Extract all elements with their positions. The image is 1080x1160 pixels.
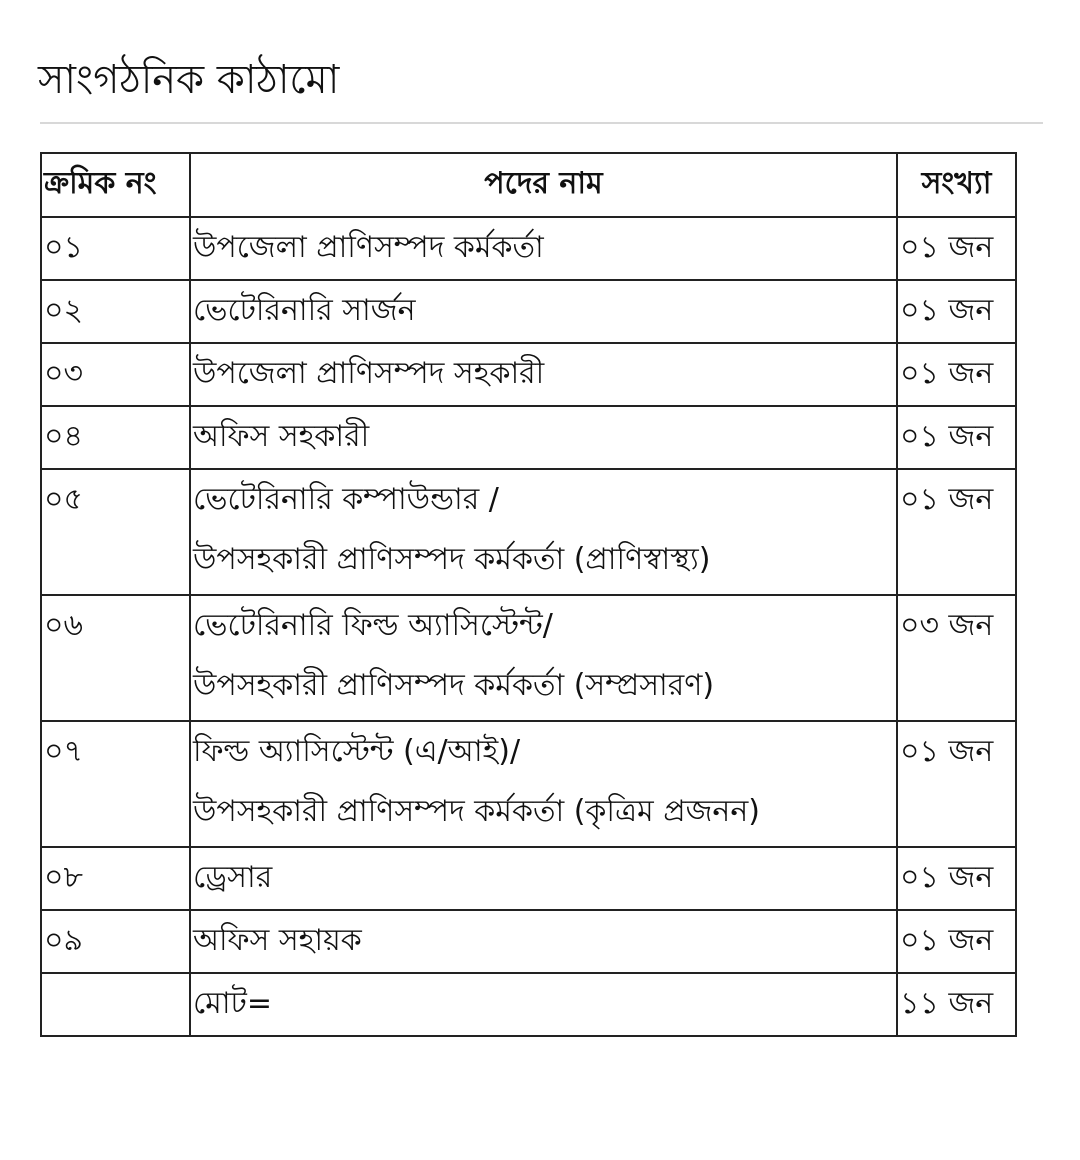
serial-cell: ০১ bbox=[40, 216, 191, 281]
serial-cell: ০৯ bbox=[40, 909, 191, 974]
table-row: ০৮ ড্রেসার ০১ জন bbox=[40, 846, 1017, 911]
post-name-line: উপসহকারী প্রাণিসম্পদ কর্মকর্তা (প্রাণিস্… bbox=[193, 542, 711, 577]
post-name-line: ভেটেরিনারি সার্জন bbox=[193, 293, 416, 328]
serial-cell: ০৮ bbox=[40, 846, 191, 911]
serial-cell: ০৪ bbox=[40, 405, 191, 470]
count-cell: ০১ জন bbox=[896, 720, 1017, 848]
post-name-line: ভেটেরিনারি ফিল্ড অ্যাসিস্টেন্ট/ bbox=[193, 608, 553, 643]
post-name-cell: অফিস সহায়ক bbox=[189, 909, 898, 974]
table-row: ০৯ অফিস সহায়ক ০১ জন bbox=[40, 909, 1017, 974]
post-name-line: ফিল্ড অ্যাসিস্টেন্ট (এ/আই)/ bbox=[193, 734, 521, 769]
organization-structure-table: ক্রমিক নং পদের নাম সংখ্যা ০১ উপজেলা প্রা… bbox=[40, 152, 1017, 1037]
post-name-cell: অফিস সহকারী bbox=[189, 405, 898, 470]
serial-cell: ০৬ bbox=[40, 594, 191, 722]
table-row: ০৫ ভেটেরিনারি কম্পাউন্ডার / উপসহকারী প্রা… bbox=[40, 468, 1017, 596]
total-label: মোট= bbox=[189, 972, 898, 1037]
table-row: ০৪ অফিস সহকারী ০১ জন bbox=[40, 405, 1017, 470]
post-name-cell: উপজেলা প্রাণিসম্পদ কর্মকর্তা bbox=[189, 216, 898, 281]
post-name-line: ড্রেসার bbox=[193, 860, 273, 895]
post-name-cell: ভেটেরিনারি সার্জন bbox=[189, 279, 898, 344]
page-title: সাংগঠনিক কাঠামো bbox=[38, 57, 340, 103]
post-name-line: ভেটেরিনারি কম্পাউন্ডার / bbox=[193, 482, 499, 517]
post-name-line: অফিস সহায়ক bbox=[193, 923, 362, 958]
table-header-row: ক্রমিক নং পদের নাম সংখ্যা bbox=[40, 152, 1017, 218]
table-row: ০২ ভেটেরিনারি সার্জন ০১ জন bbox=[40, 279, 1017, 344]
header-count: সংখ্যা bbox=[896, 152, 1017, 218]
count-cell: ০১ জন bbox=[896, 846, 1017, 911]
count-cell: ০১ জন bbox=[896, 909, 1017, 974]
count-cell: ০১ জন bbox=[896, 216, 1017, 281]
count-cell: ০১ জন bbox=[896, 405, 1017, 470]
table-row: ০৬ ভেটেরিনারি ফিল্ড অ্যাসিস্টেন্ট/উপসহকা… bbox=[40, 594, 1017, 722]
total-row: মোট= ১১ জন bbox=[40, 972, 1017, 1037]
post-name-line: উপসহকারী প্রাণিসম্পদ কর্মকর্তা (সম্প্রসা… bbox=[193, 668, 715, 703]
post-name-cell: ফিল্ড অ্যাসিস্টেন্ট (এ/আই)/ উপসহকারী প্রা… bbox=[189, 720, 898, 848]
post-name-line: উপজেলা প্রাণিসম্পদ সহকারী bbox=[193, 356, 545, 391]
count-cell: ০১ জন bbox=[896, 279, 1017, 344]
header-post-name: পদের নাম bbox=[189, 152, 898, 218]
serial-cell: ০৫ bbox=[40, 468, 191, 596]
post-name-line: উপজেলা প্রাণিসম্পদ কর্মকর্তা bbox=[193, 230, 544, 265]
table-row: ০১ উপজেলা প্রাণিসম্পদ কর্মকর্তা ০১ জন bbox=[40, 216, 1017, 281]
total-count: ১১ জন bbox=[896, 972, 1017, 1037]
table-row: ০৩ উপজেলা প্রাণিসম্পদ সহকারী ০১ জন bbox=[40, 342, 1017, 407]
serial-cell: ০২ bbox=[40, 279, 191, 344]
title-divider bbox=[40, 122, 1043, 124]
post-name-line: উপসহকারী প্রাণিসম্পদ কর্মকর্তা (কৃত্রিম … bbox=[193, 794, 760, 829]
header-serial: ক্রমিক নং bbox=[40, 152, 191, 218]
count-cell: ০১ জন bbox=[896, 342, 1017, 407]
count-cell: ০১ জন bbox=[896, 468, 1017, 596]
count-cell: ০৩ জন bbox=[896, 594, 1017, 722]
table-row: ০৭ ফিল্ড অ্যাসিস্টেন্ট (এ/আই)/ উপসহকারী প… bbox=[40, 720, 1017, 848]
serial-cell: ০৭ bbox=[40, 720, 191, 848]
post-name-cell: ড্রেসার bbox=[189, 846, 898, 911]
post-name-cell: ভেটেরিনারি ফিল্ড অ্যাসিস্টেন্ট/উপসহকারী … bbox=[189, 594, 898, 722]
serial-cell-empty bbox=[40, 972, 191, 1037]
post-name-line: অফিস সহকারী bbox=[193, 419, 370, 454]
serial-cell: ০৩ bbox=[40, 342, 191, 407]
post-name-cell: উপজেলা প্রাণিসম্পদ সহকারী bbox=[189, 342, 898, 407]
post-name-cell: ভেটেরিনারি কম্পাউন্ডার / উপসহকারী প্রাণিস… bbox=[189, 468, 898, 596]
